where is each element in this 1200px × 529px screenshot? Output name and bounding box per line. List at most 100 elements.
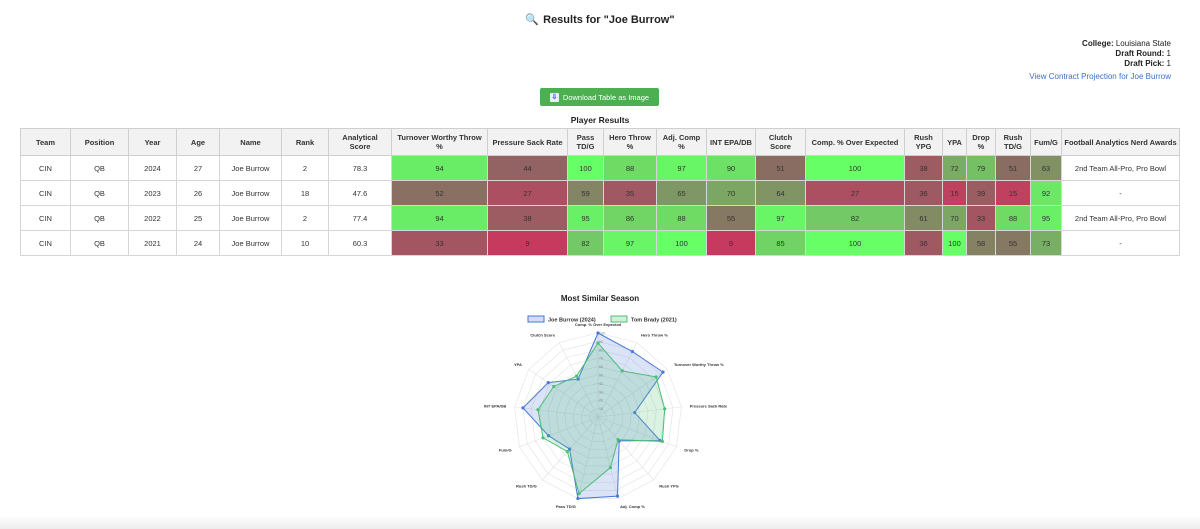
cell-football-analytics-nerd-awards: - (1061, 180, 1180, 206)
axis-label: Drop % (684, 447, 698, 452)
grid-ring (539, 357, 657, 475)
data-point[interactable] (565, 449, 569, 454)
data-point[interactable] (574, 374, 579, 378)
cell-rank: 10 (281, 230, 329, 256)
data-point[interactable] (630, 349, 634, 354)
axis-label: Pass TD/G (556, 504, 576, 509)
cell-comp-over-expected: 27 (805, 180, 905, 206)
cell-year: 2022 (128, 205, 177, 231)
data-point[interactable] (661, 370, 665, 374)
spoke (528, 369, 599, 418)
cell-year: 2021 (128, 230, 177, 256)
legend-label-0[interactable]: Joe Burrow (2024) (548, 318, 596, 324)
data-point[interactable] (577, 492, 581, 496)
cell-drop: 79 (966, 155, 996, 181)
data-point[interactable] (654, 375, 658, 379)
cell-int-epa-db: 90 (706, 155, 756, 181)
data-point[interactable] (576, 496, 580, 501)
data-point[interactable] (596, 331, 600, 335)
page-title: 🔍 Results for "Joe Burrow" (525, 14, 675, 26)
cell-rush-ypg: 36 (904, 230, 943, 256)
download-table-button[interactable]: ⇩ Download Table as Image (540, 88, 659, 106)
cell-age: 26 (176, 180, 220, 206)
data-point[interactable] (552, 384, 556, 389)
cell-int-epa-db: 70 (706, 180, 756, 206)
data-point[interactable] (596, 341, 600, 345)
cell-age: 27 (176, 155, 220, 181)
cell-int-epa-db: 9 (706, 230, 756, 256)
cell-ypa: 15 (942, 180, 967, 206)
grid-ring (555, 374, 641, 459)
grid-ring (547, 366, 649, 467)
table-row: CIN QB 2023 26 Joe Burrow 18 47.6 52 27 59 35 65 70 6… (20, 180, 1180, 206)
legend-swatch-0[interactable] (527, 315, 545, 323)
cell-rush-td-g: 15 (995, 180, 1031, 206)
data-point[interactable] (521, 406, 525, 410)
data-point[interactable] (615, 494, 620, 498)
legend-swatch-1[interactable] (610, 315, 628, 323)
cell-turnover-worthy-throw: 33 (391, 230, 488, 256)
data-point[interactable] (576, 377, 580, 381)
contract-projection-link[interactable]: View Contract Projection for Joe Burrow (1029, 72, 1171, 81)
axis-label: Rush YPG (659, 484, 679, 489)
cell-drop: 58 (966, 230, 996, 256)
data-point[interactable] (541, 436, 545, 440)
data-point[interactable] (608, 465, 613, 470)
header-rush-td-g: Rush TD/G (995, 128, 1031, 156)
data-point[interactable] (616, 438, 620, 442)
data-point[interactable] (536, 408, 540, 412)
cell-adj-comp: 100 (656, 230, 707, 256)
cell-rush-td-g: 51 (995, 155, 1031, 181)
cell-name: Joe Burrow (219, 230, 282, 256)
grid-ring (581, 399, 615, 434)
cell-rush-td-g: 88 (995, 205, 1031, 231)
axis-label: Fum/G (499, 447, 512, 452)
cell-rank: 2 (281, 155, 329, 181)
data-point[interactable] (620, 369, 624, 373)
cell-year: 2023 (128, 180, 177, 206)
cell-football-analytics-nerd-awards: 2nd Team All-Pro, Pro Bowl (1061, 155, 1180, 181)
tick-label: 40 (599, 382, 603, 386)
grid-ring (572, 391, 624, 442)
cell-pass-td-g: 59 (567, 180, 604, 206)
magnifier-icon: 🔍 (525, 14, 540, 26)
cell-clutch-score: 85 (755, 230, 806, 256)
grid-ring (564, 383, 632, 450)
cell-team: CIN (20, 230, 71, 256)
cell-analytical-score: 47.6 (328, 180, 392, 206)
cell-comp-over-expected: 100 (805, 155, 905, 181)
data-point[interactable] (660, 439, 665, 444)
cell-fum-g: 73 (1030, 230, 1062, 256)
cell-clutch-score: 97 (755, 205, 806, 231)
data-point[interactable] (567, 447, 572, 451)
data-point[interactable] (546, 381, 550, 385)
header-football-analytics-nerd-awards: Football Analytics Nerd Awards (1061, 128, 1180, 156)
header-clutch-score: Clutch Score (755, 128, 806, 156)
tick-label: 60 (599, 365, 603, 369)
axis-label: Turnover Worthy Throw % (674, 362, 724, 367)
cell-pressure-sack-rate: 9 (487, 230, 568, 256)
tick-label: 100 (599, 332, 605, 336)
legend-label-1[interactable]: Tom Brady (2021) (631, 318, 677, 324)
header-team: Team (20, 128, 71, 156)
axis-label: YPA (514, 362, 522, 367)
cell-pass-td-g: 100 (567, 155, 604, 181)
cell-age: 25 (176, 205, 220, 231)
cell-position: QB (70, 155, 129, 181)
cell-rank: 18 (281, 180, 329, 206)
cell-football-analytics-nerd-awards: 2nd Team All-Pro, Pro Bowl (1061, 205, 1180, 231)
header-turnover-worthy-throw: Turnover Worthy Throw % (391, 128, 488, 156)
data-point[interactable] (633, 410, 637, 415)
cell-analytical-score: 77.4 (328, 205, 392, 231)
cell-drop: 39 (966, 180, 996, 206)
data-point[interactable] (663, 407, 667, 411)
cell-year: 2024 (128, 155, 177, 181)
data-point[interactable] (546, 434, 551, 438)
cell-comp-over-expected: 100 (805, 230, 905, 256)
player-results-table: Team Position Year Age Name Rank Analytical Sc… (20, 128, 1180, 256)
spoke (597, 406, 682, 418)
download-icon: ⇩ (549, 92, 559, 102)
grid-ring (522, 341, 674, 491)
cell-name: Joe Burrow (219, 205, 282, 231)
cell-fum-g: 63 (1030, 155, 1062, 181)
